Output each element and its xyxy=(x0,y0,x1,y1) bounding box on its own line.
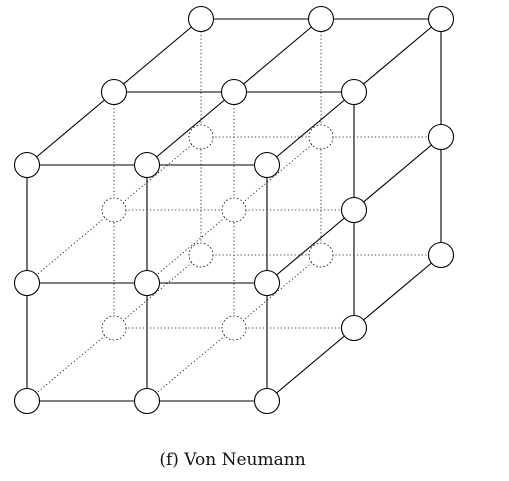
lattice-edge xyxy=(353,18,442,93)
lattice-edge xyxy=(353,254,442,329)
lattice-node xyxy=(253,151,281,179)
hidden-lattice-node xyxy=(308,242,334,268)
lattice-edge xyxy=(266,327,355,402)
figure-caption: (f) Von Neumann xyxy=(159,450,306,470)
hidden-lattice-edge xyxy=(146,327,235,402)
hidden-lattice-edge xyxy=(26,209,115,284)
hidden-lattice-edge xyxy=(146,209,235,284)
lattice-node xyxy=(253,269,281,297)
lattice-node xyxy=(340,78,368,106)
lattice-edge xyxy=(266,209,355,284)
hidden-lattice-node xyxy=(188,242,214,268)
lattice-node xyxy=(133,151,161,179)
hidden-lattice-edge xyxy=(233,136,322,211)
hidden-lattice-node xyxy=(101,315,127,341)
lattice-node xyxy=(13,269,41,297)
lattice-node xyxy=(187,5,215,33)
von-neumann-lattice-diagram xyxy=(13,5,455,415)
hidden-lattice-edge xyxy=(26,327,115,402)
lattice-node xyxy=(133,269,161,297)
lattice-node xyxy=(427,5,455,33)
visible-edges-group xyxy=(26,18,442,402)
lattice-node xyxy=(133,387,161,415)
hidden-nodes-group xyxy=(101,124,334,341)
lattice-node xyxy=(427,123,455,151)
hidden-lattice-node xyxy=(221,315,247,341)
lattice-edge xyxy=(146,91,235,166)
lattice-edge xyxy=(26,91,115,166)
visible-nodes-group xyxy=(13,5,455,415)
lattice-node xyxy=(253,387,281,415)
hidden-lattice-node xyxy=(101,197,127,223)
lattice-node xyxy=(13,387,41,415)
lattice-node xyxy=(340,196,368,224)
lattice-node xyxy=(220,78,248,106)
lattice-edge xyxy=(233,18,322,93)
hidden-lattice-edge xyxy=(233,254,322,329)
lattice-node xyxy=(13,151,41,179)
hidden-lattice-node xyxy=(221,197,247,223)
lattice-edge xyxy=(266,91,355,166)
hidden-lattice-edge xyxy=(113,254,202,329)
lattice-node xyxy=(100,78,128,106)
hidden-lattice-edge xyxy=(113,136,202,211)
hidden-edges-group xyxy=(26,19,441,402)
lattice-edge xyxy=(113,18,202,93)
hidden-lattice-node xyxy=(188,124,214,150)
lattice-node xyxy=(340,314,368,342)
lattice-node xyxy=(307,5,335,33)
lattice-edge xyxy=(353,136,442,211)
hidden-lattice-node xyxy=(308,124,334,150)
lattice-node xyxy=(427,241,455,269)
